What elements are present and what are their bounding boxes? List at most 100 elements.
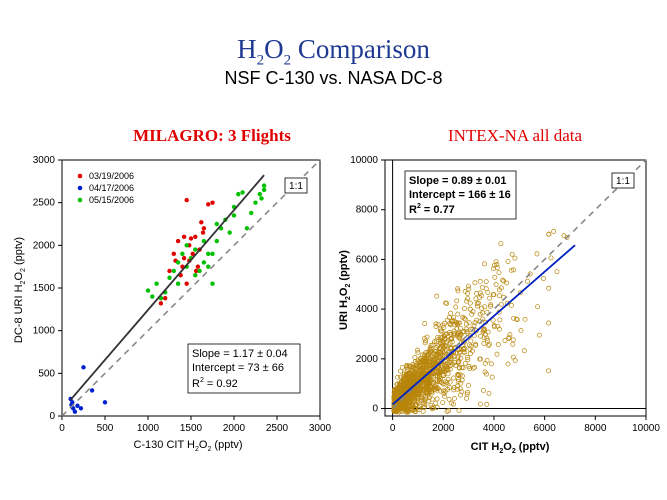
right-point bbox=[486, 390, 492, 396]
right-point bbox=[473, 328, 479, 334]
right-point bbox=[422, 401, 428, 407]
right-y-tick-label: 8000 bbox=[356, 205, 379, 216]
right-point bbox=[468, 338, 474, 344]
left-y-tick-label: 500 bbox=[38, 368, 55, 379]
left-point bbox=[188, 236, 194, 241]
right-point bbox=[512, 358, 518, 363]
left-point bbox=[201, 260, 207, 265]
right-point bbox=[415, 347, 420, 353]
right-point bbox=[481, 326, 487, 332]
right-point bbox=[502, 338, 508, 344]
left-point bbox=[70, 406, 76, 411]
left-stat-slope: Slope = 1.17 ± 0.04 bbox=[192, 348, 288, 360]
right-point bbox=[472, 280, 478, 286]
right-point bbox=[511, 267, 517, 273]
right-point bbox=[415, 350, 421, 356]
right-point bbox=[440, 400, 446, 406]
right-point bbox=[494, 262, 500, 268]
right-point bbox=[440, 388, 446, 394]
right-point bbox=[458, 380, 464, 386]
left-point bbox=[210, 200, 215, 205]
right-point bbox=[421, 366, 427, 371]
right-x-tick-label: 10000 bbox=[632, 423, 660, 434]
left-x-tick-label: 2500 bbox=[266, 423, 289, 434]
right-point bbox=[467, 300, 473, 306]
right-point bbox=[447, 379, 453, 385]
right-one-to-one-label: 1:1 bbox=[611, 172, 635, 189]
right-point bbox=[536, 332, 542, 338]
legend-label-0417: 04/17/2006 bbox=[89, 183, 134, 193]
right-point bbox=[435, 334, 440, 340]
right-point bbox=[482, 304, 488, 310]
left-point bbox=[175, 281, 181, 286]
right-point bbox=[459, 377, 465, 383]
right-point bbox=[445, 386, 451, 392]
right-point bbox=[434, 293, 440, 299]
right-point bbox=[496, 270, 502, 276]
right-point bbox=[481, 335, 487, 341]
left-point bbox=[180, 251, 185, 257]
left-point bbox=[257, 191, 262, 197]
left-legend: 03/19/2006 04/17/2006 05/15/2006 bbox=[77, 171, 134, 205]
right-point bbox=[477, 401, 483, 407]
legend-marker-0319 bbox=[77, 173, 83, 179]
left-point bbox=[261, 183, 267, 188]
right-point bbox=[413, 366, 419, 372]
left-point bbox=[206, 251, 211, 257]
right-stats-frame bbox=[404, 170, 517, 220]
right-point bbox=[423, 388, 429, 394]
left-x-tick-label: 500 bbox=[97, 423, 114, 434]
right-point bbox=[414, 397, 420, 403]
right-point bbox=[437, 366, 443, 372]
right-point bbox=[433, 321, 439, 327]
right-point bbox=[417, 386, 423, 392]
left-point bbox=[171, 251, 176, 257]
right-point bbox=[496, 326, 502, 332]
right-point bbox=[439, 328, 445, 334]
left-point bbox=[167, 268, 172, 274]
right-point bbox=[460, 365, 466, 371]
title-part: O bbox=[264, 34, 284, 64]
right-point bbox=[414, 394, 420, 400]
right-x-tick-label: 4000 bbox=[483, 423, 506, 434]
left-point bbox=[150, 294, 155, 299]
right-point bbox=[442, 369, 448, 375]
legend-label-0319: 03/19/2006 bbox=[89, 171, 134, 181]
left-one-to-one-label: 1:1 bbox=[284, 177, 308, 194]
right-point bbox=[397, 408, 403, 414]
left-y-tick-label: 2500 bbox=[33, 198, 56, 209]
right-point bbox=[477, 295, 483, 300]
right-point bbox=[490, 317, 496, 323]
right-point bbox=[422, 340, 428, 346]
right-point bbox=[428, 348, 434, 354]
right-point bbox=[462, 306, 467, 311]
page-subtitle: NSF C-130 vs. NASA DC-8 bbox=[224, 68, 443, 88]
left-one-to-one-line bbox=[61, 159, 321, 417]
right-point bbox=[469, 311, 475, 317]
right-point bbox=[481, 327, 487, 333]
right-point bbox=[474, 303, 480, 309]
left-x-tick-label: 1500 bbox=[180, 423, 203, 434]
right-point bbox=[434, 396, 440, 402]
right-point bbox=[458, 355, 464, 361]
right-point bbox=[437, 350, 442, 356]
right-point bbox=[437, 349, 443, 355]
right-point bbox=[479, 305, 485, 311]
right-point bbox=[485, 343, 491, 348]
right-point bbox=[451, 332, 457, 338]
right-point bbox=[398, 368, 403, 374]
left-point bbox=[184, 243, 189, 248]
right-point bbox=[508, 268, 514, 273]
left-point bbox=[193, 234, 198, 239]
left-point bbox=[200, 230, 206, 235]
right-one-to-one-text: 1:1 bbox=[616, 176, 630, 187]
left-point bbox=[181, 255, 187, 261]
left-point bbox=[181, 234, 187, 239]
right-point bbox=[449, 400, 454, 406]
right-point bbox=[485, 329, 491, 335]
right-point bbox=[453, 304, 459, 310]
right-point bbox=[527, 271, 533, 277]
right-point bbox=[464, 298, 470, 304]
left-fit-line bbox=[69, 174, 265, 401]
left-x-tick-label: 3000 bbox=[309, 423, 332, 434]
